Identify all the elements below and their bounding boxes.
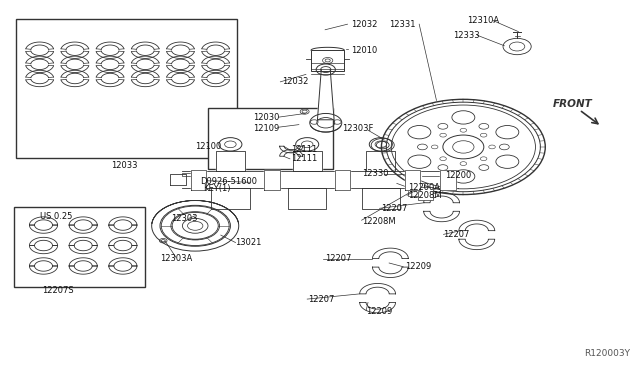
Bar — [418, 187, 433, 200]
Polygon shape — [109, 225, 137, 233]
Polygon shape — [360, 302, 396, 313]
Polygon shape — [29, 225, 58, 233]
Text: KEY(1): KEY(1) — [204, 184, 231, 193]
Polygon shape — [424, 211, 460, 222]
Text: 12033: 12033 — [111, 161, 138, 170]
Polygon shape — [182, 171, 458, 188]
Polygon shape — [69, 246, 97, 254]
Text: 12303A: 12303A — [160, 254, 192, 263]
Text: 12111: 12111 — [291, 145, 317, 154]
Text: 12303F: 12303F — [342, 124, 374, 133]
Polygon shape — [459, 220, 495, 231]
Bar — [182, 173, 196, 176]
Polygon shape — [109, 217, 137, 225]
Bar — [311, 50, 344, 71]
Text: 12207: 12207 — [444, 230, 470, 239]
Text: 12032: 12032 — [351, 20, 377, 29]
Polygon shape — [405, 170, 420, 190]
Polygon shape — [440, 170, 456, 190]
Polygon shape — [360, 283, 396, 294]
Text: 12303: 12303 — [172, 214, 198, 223]
Polygon shape — [29, 237, 58, 246]
Text: 12100: 12100 — [195, 142, 221, 151]
Polygon shape — [109, 266, 137, 274]
Text: 12207S: 12207S — [42, 286, 74, 295]
Polygon shape — [191, 170, 206, 190]
Polygon shape — [69, 225, 97, 233]
Text: 12208M: 12208M — [362, 217, 396, 226]
Polygon shape — [211, 188, 250, 209]
Text: 12209: 12209 — [366, 307, 392, 316]
Polygon shape — [288, 188, 326, 209]
Text: R120003Y: R120003Y — [584, 349, 630, 358]
Text: 12109: 12109 — [253, 124, 279, 133]
Polygon shape — [109, 237, 137, 246]
Text: 12330: 12330 — [362, 169, 388, 178]
Polygon shape — [69, 266, 97, 274]
Text: US 0.25: US 0.25 — [40, 212, 72, 221]
Polygon shape — [317, 70, 334, 120]
Polygon shape — [362, 188, 400, 209]
Polygon shape — [372, 267, 408, 278]
Polygon shape — [29, 258, 58, 266]
Text: 12207: 12207 — [381, 204, 407, 213]
Text: 12200A: 12200A — [408, 183, 440, 192]
Text: 12208M: 12208M — [408, 191, 442, 200]
Text: 12010: 12010 — [351, 46, 377, 55]
Polygon shape — [292, 151, 321, 171]
Bar — [408, 183, 424, 196]
Polygon shape — [459, 239, 495, 250]
Polygon shape — [280, 146, 303, 153]
Text: 12310A: 12310A — [467, 16, 499, 25]
Text: 12030: 12030 — [253, 113, 279, 122]
Text: 12032: 12032 — [282, 77, 308, 86]
Polygon shape — [29, 266, 58, 274]
Polygon shape — [29, 217, 58, 225]
Bar — [208, 108, 333, 169]
Polygon shape — [109, 246, 137, 254]
Polygon shape — [280, 150, 303, 156]
Text: 12333: 12333 — [452, 31, 479, 40]
Text: 12331: 12331 — [388, 20, 415, 29]
Polygon shape — [264, 170, 280, 190]
Polygon shape — [372, 248, 408, 259]
Bar — [14, 207, 145, 287]
Polygon shape — [216, 151, 245, 171]
Polygon shape — [69, 217, 97, 225]
Text: 12207: 12207 — [308, 295, 335, 304]
Polygon shape — [69, 258, 97, 266]
Text: FRONT: FRONT — [553, 99, 593, 109]
Polygon shape — [366, 151, 395, 171]
Polygon shape — [170, 174, 186, 185]
Text: D0926-51600: D0926-51600 — [200, 177, 257, 186]
Polygon shape — [109, 258, 137, 266]
Text: 13021: 13021 — [236, 238, 262, 247]
Polygon shape — [335, 170, 350, 190]
Text: 12209: 12209 — [405, 262, 431, 271]
Polygon shape — [29, 246, 58, 254]
Bar — [16, 19, 237, 158]
Text: 12111: 12111 — [291, 154, 317, 163]
Polygon shape — [69, 237, 97, 246]
Text: 12200: 12200 — [445, 171, 471, 180]
Polygon shape — [424, 192, 460, 203]
Text: 12207: 12207 — [325, 254, 351, 263]
